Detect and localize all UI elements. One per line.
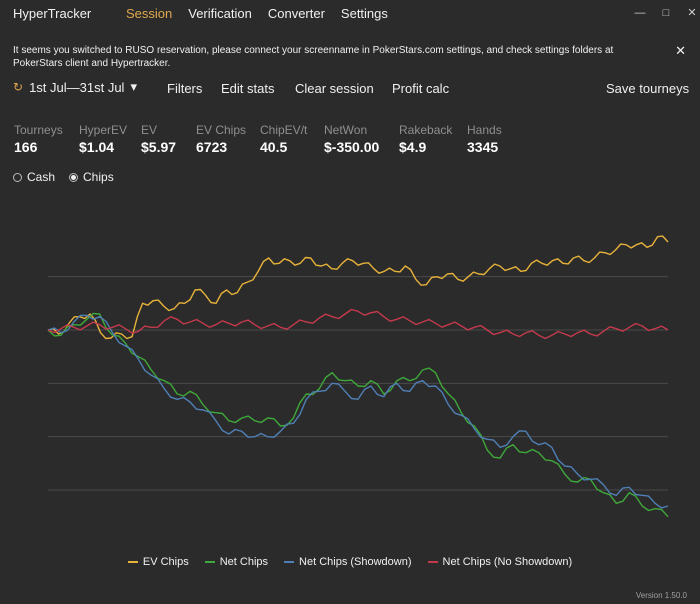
notice-banner: It seems you switched to RUSO reservatio…: [0, 36, 700, 76]
stat-value: $5.97: [141, 139, 177, 155]
radio-dot: [13, 172, 22, 182]
maximize-button[interactable]: □: [662, 7, 670, 19]
legend-swatch: [284, 561, 295, 563]
stat-ev-chips: EV Chips 6723: [196, 123, 246, 155]
stat-label: HyperEV: [79, 123, 128, 137]
stat-value: $4.9: [399, 139, 427, 155]
edit-stats-button[interactable]: Edit stats: [221, 81, 275, 96]
stat-ev: EV $5.97: [141, 123, 176, 155]
legend-item[interactable]: Net Chips (Showdown): [284, 556, 412, 568]
series-line-net-chips: [47, 312, 669, 518]
close-window-button[interactable]: ✕: [687, 7, 697, 19]
save-tourneys-button[interactable]: Save tourneys: [606, 81, 690, 96]
main-tabs: Session Verification Converter Settings: [126, 6, 404, 21]
date-range-label: 1st Jul—31st Jul: [29, 79, 125, 95]
stat-rakeback: Rakeback $4.9: [399, 123, 452, 155]
cash-radio[interactable]: Cash: [13, 170, 55, 184]
stat-value: $-350.00: [324, 139, 380, 155]
legend-swatch: [127, 561, 138, 563]
stat-label: Rakeback: [399, 123, 453, 137]
legend-swatch: [427, 561, 438, 563]
stat-value: 166: [14, 139, 38, 155]
legend-label: Net Chips (Showdown): [299, 556, 412, 568]
stat-value: $1.04: [79, 139, 115, 155]
stat-tourneys: Tourneys 166: [14, 123, 63, 155]
clear-session-button[interactable]: Clear session: [295, 81, 374, 96]
title-bar: HyperTracker Session Verification Conver…: [0, 0, 700, 26]
chevron-down-icon: ▾: [130, 79, 137, 94]
version-label: Version 1.50.0: [635, 591, 687, 600]
chips-chart: [47, 235, 669, 518]
legend-label: EV Chips: [142, 556, 189, 568]
series-line-net-chips-showdown: [47, 314, 669, 509]
legend-label: Net Chips (No Showdown): [442, 556, 573, 568]
stat-label: Hands: [467, 123, 502, 137]
stat-hyperev: HyperEV $1.04: [79, 123, 127, 155]
profit-calc-button[interactable]: Profit calc: [392, 81, 450, 96]
tab-session[interactable]: Session: [126, 6, 173, 21]
toolbar: ↻ 1st Jul—31st Jul ▾ Filters Edit stats …: [0, 79, 700, 101]
legend-item[interactable]: Net Chips (No Showdown): [427, 556, 573, 568]
stat-value: 6723: [196, 139, 228, 155]
stat-netwon: NetWon $-350.00: [324, 123, 379, 155]
minimize-button[interactable]: —: [634, 7, 646, 19]
legend-swatch: [204, 561, 215, 563]
cash-label: Cash: [27, 170, 56, 184]
tab-verification[interactable]: Verification: [188, 6, 252, 21]
stat-label: Tourneys: [14, 123, 63, 137]
stat-value: 3345: [467, 139, 499, 155]
filters-button[interactable]: Filters: [167, 81, 203, 96]
notice-text: It seems you switched to RUSO reservatio…: [13, 45, 614, 69]
app-title: HyperTracker: [13, 6, 92, 21]
series-line-net-chips-no-showdown: [47, 308, 669, 340]
stat-label: EV: [141, 123, 158, 137]
legend-label: Net Chips: [219, 556, 269, 568]
series-line-ev-chips: [47, 235, 669, 340]
stat-label: ChipEV/t: [260, 123, 308, 137]
legend-item[interactable]: EV Chips: [127, 556, 189, 568]
legend-item[interactable]: Net Chips: [204, 556, 269, 568]
stat-hands: Hands 3345: [467, 123, 502, 155]
stat-value: 40.5: [260, 139, 288, 155]
chips-label: Chips: [83, 170, 114, 184]
chips-radio[interactable]: Chips: [69, 170, 114, 184]
date-range-selector[interactable]: ↻ 1st Jul—31st Jul ▾: [13, 79, 137, 95]
mode-toggle: Cash Chips: [13, 170, 114, 184]
stat-label: NetWon: [324, 123, 368, 137]
stat-label: EV Chips: [196, 123, 247, 137]
stat-chipev-per-t: ChipEV/t 40.5: [260, 123, 307, 155]
chart-legend: EV Chips Net Chips Net Chips (Showdown) Net…: [0, 556, 700, 568]
radio-dot: [69, 172, 79, 182]
tab-settings[interactable]: Settings: [340, 6, 388, 21]
close-icon[interactable]: ✕: [675, 43, 686, 58]
refresh-icon: ↻: [13, 80, 24, 94]
tab-converter[interactable]: Converter: [267, 6, 325, 21]
